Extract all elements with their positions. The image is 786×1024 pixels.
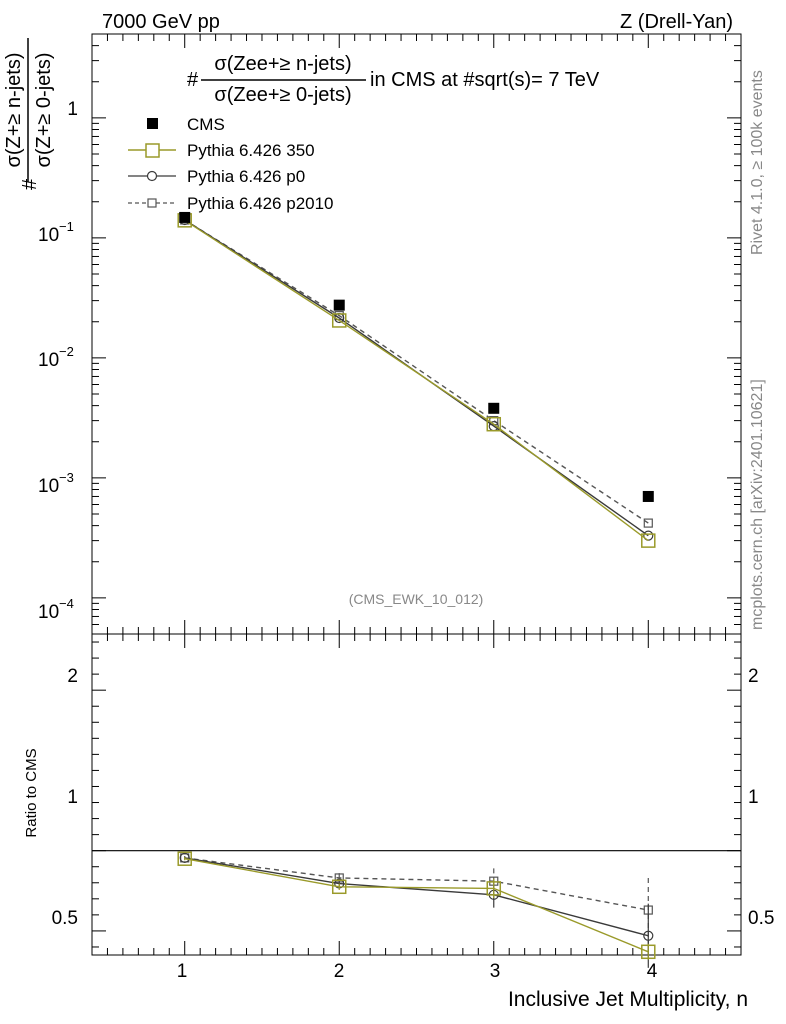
ratio-point bbox=[177, 851, 192, 866]
title-suffix: in CMS at #sqrt(s)= 7 TeV bbox=[370, 69, 600, 91]
ratio-ytick-05-right: 0.5 bbox=[748, 908, 774, 929]
xtick-label-2: 2 bbox=[334, 961, 345, 982]
ratio-ytick-1-right: 1 bbox=[748, 787, 759, 808]
legend-marker-p2010 bbox=[147, 198, 157, 208]
main-series-line bbox=[184, 219, 649, 542]
ylabel-numerator: σ(Z+≥ n-jets) bbox=[3, 53, 25, 168]
main-axis-ticks bbox=[91, 33, 742, 635]
legend-label-p0: Pythia 6.426 p0 bbox=[187, 167, 305, 186]
ytick-label-1: 1 bbox=[67, 99, 78, 120]
main-series-line bbox=[184, 219, 649, 524]
main-point bbox=[333, 299, 345, 311]
ratio-series-line bbox=[184, 857, 649, 911]
main-point bbox=[331, 313, 347, 328]
process-label: Z (Drell-Yan) bbox=[620, 11, 733, 33]
ratio-ylabel: Ratio to CMS bbox=[23, 748, 40, 837]
ytick-label-0.001: 10 −3 bbox=[38, 470, 74, 497]
main-point bbox=[641, 533, 656, 548]
ratio-series-line bbox=[184, 857, 649, 937]
ratio-ytick-05-left: 0.5 bbox=[52, 908, 78, 929]
main-title: # σ(Zee+≥ n-jets) σ(Zee+≥ 0-jets) in CMS… bbox=[187, 53, 600, 106]
legend-label-cms: CMS bbox=[187, 115, 225, 134]
ratio-series-group bbox=[177, 851, 656, 968]
ratio-series-line bbox=[184, 858, 649, 953]
title-numerator: σ(Zee+≥ n-jets) bbox=[214, 53, 351, 75]
legend-marker-350 bbox=[145, 143, 160, 158]
ratio-ytick-2-right: 2 bbox=[748, 666, 759, 687]
main-point bbox=[486, 416, 502, 432]
main-ylabel: # σ(Z+≥ n-jets) σ(Z+≥ 0-jets) bbox=[3, 38, 55, 190]
ratio-plot-frame bbox=[91, 633, 742, 956]
legend-label-p2010: Pythia 6.426 p2010 bbox=[187, 194, 334, 213]
legend-marker-cms bbox=[147, 118, 158, 129]
ratio-point bbox=[641, 944, 656, 960]
ytick-label-0.0001: 10 −4 bbox=[38, 596, 74, 623]
ytick-base: 10 bbox=[38, 602, 59, 623]
ratio-point bbox=[486, 881, 502, 896]
ytick-label-0.1: 10 −1 bbox=[38, 219, 74, 246]
ytick-exp: −2 bbox=[59, 344, 74, 359]
ytick-base: 10 bbox=[38, 225, 59, 246]
ylabel-denominator: σ(Z+≥ 0-jets) bbox=[33, 53, 55, 168]
x-axis-label: Inclusive Jet Multiplicity, n bbox=[508, 988, 748, 1011]
ytick-base: 10 bbox=[38, 476, 59, 497]
analysis-label: (CMS_EWK_10_012) bbox=[349, 591, 484, 607]
ratio-point bbox=[643, 930, 654, 941]
ytick-label-0.01: 10 −2 bbox=[38, 344, 74, 371]
energy-label: 7000 GeV pp bbox=[102, 11, 220, 33]
mcplots-label: mcplots.cern.ch [arXiv:2401.10621] bbox=[749, 379, 766, 630]
main-series-group bbox=[177, 211, 656, 548]
main-point bbox=[643, 518, 653, 528]
title-hash: # bbox=[187, 69, 199, 91]
ylabel-hash: # bbox=[19, 178, 41, 190]
ratio-point bbox=[331, 879, 347, 895]
ytick-exp: −1 bbox=[59, 219, 74, 234]
ytick-base: 10 bbox=[38, 350, 59, 371]
main-point bbox=[488, 402, 500, 414]
ratio-point bbox=[179, 852, 190, 863]
legend-marker-p0 bbox=[146, 170, 158, 182]
xtick-label-4: 4 bbox=[647, 961, 658, 982]
ratio-ytick-1-left: 1 bbox=[67, 787, 78, 808]
main-point bbox=[642, 490, 654, 502]
ytick-exp: −3 bbox=[59, 470, 74, 485]
ratio-axis-ticks bbox=[91, 634, 742, 955]
rivet-label: Rivet 4.1.0, ≥ 100k events bbox=[749, 70, 766, 255]
xtick-label-1: 1 bbox=[177, 961, 188, 982]
legend: CMS Pythia 6.426 350 Pythia 6.426 p0 Pyt… bbox=[128, 115, 334, 213]
title-denominator: σ(Zee+≥ 0-jets) bbox=[214, 84, 351, 106]
ytick-exp: −4 bbox=[59, 596, 74, 611]
xtick-label-3: 3 bbox=[490, 961, 501, 982]
ratio-ytick-2-left: 2 bbox=[67, 666, 78, 687]
legend-label-350: Pythia 6.426 350 bbox=[187, 141, 315, 160]
main-point bbox=[179, 211, 191, 223]
